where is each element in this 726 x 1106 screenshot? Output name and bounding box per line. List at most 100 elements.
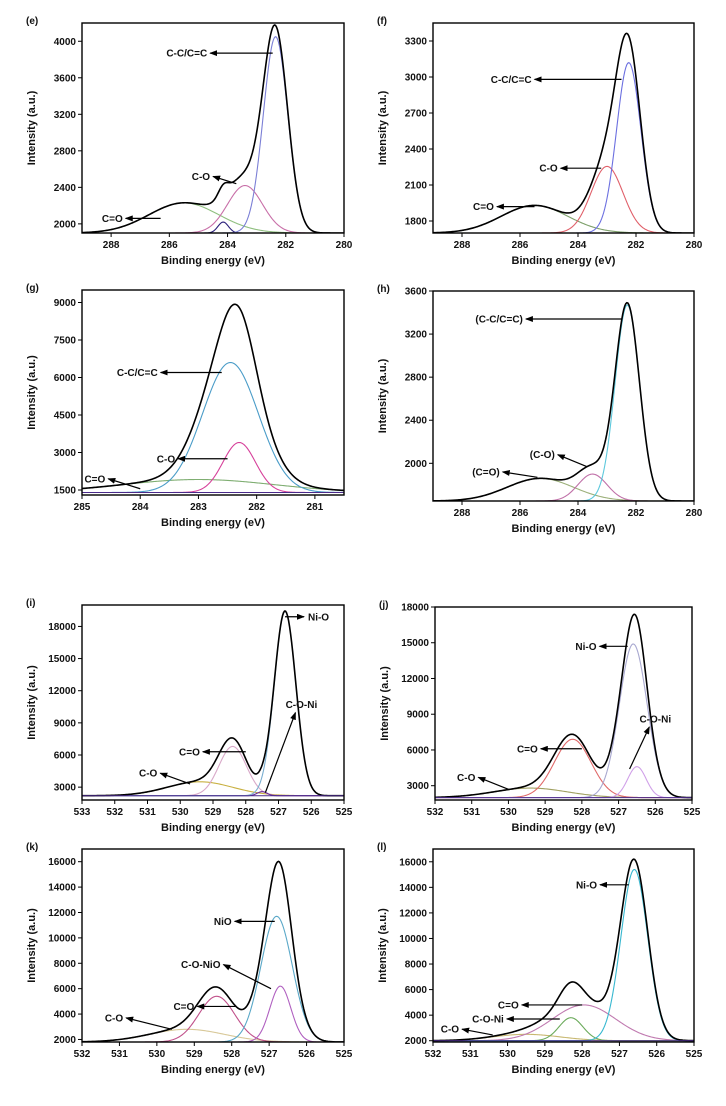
annotation-arrow (556, 454, 587, 468)
y-tick-label: 2000 (54, 219, 77, 230)
series-c-o-line (435, 787, 692, 799)
y-tick-label: 3300 (405, 37, 428, 48)
y-tick-label: 2800 (54, 146, 77, 157)
x-tick-label: 282 (628, 508, 645, 519)
x-tick-label: 531 (463, 807, 480, 818)
y-tick-label: 4500 (54, 411, 77, 422)
y-axis-title: Intensity (a.u.) (26, 355, 38, 430)
annotation-label: C=O (84, 474, 105, 485)
annotation-arrow (461, 1027, 493, 1036)
x-axis-title: Binding energy (eV) (512, 1064, 616, 1076)
x-tick-label: 527 (611, 1049, 628, 1060)
annotation-label: C=O (517, 744, 538, 755)
x-tick-label: 527 (610, 807, 627, 818)
series-envelope-line (82, 860, 344, 1042)
y-tick-label: 7500 (54, 336, 77, 347)
y-tick-label: 16000 (399, 857, 427, 868)
x-tick-label: 529 (537, 1049, 554, 1060)
x-tick-label: 288 (454, 240, 471, 251)
panel-f: 288 286 284 282 280 1800 2100 2400 2700 3000 3300 B… (377, 16, 703, 267)
y-tick-label: 6000 (405, 985, 428, 996)
x-tick-label: 288 (103, 240, 120, 251)
x-tick-label: 288 (454, 508, 471, 519)
y-tick-label: 9000 (54, 298, 77, 309)
series-c-c-c-c-line (82, 36, 344, 233)
x-tick-label: 526 (303, 807, 320, 818)
annotation-label: C-O (457, 773, 476, 784)
series-c-o-line (82, 1028, 344, 1042)
annotation-label: C-C/C=C (491, 75, 532, 86)
x-tick-label: 531 (462, 1049, 479, 1060)
y-tick-label: 2400 (405, 145, 428, 156)
y-tick-label: 12000 (399, 908, 427, 919)
panel-i: 533 532 531 530 529 528 527 526 525 3000 6000 9000 1… (26, 598, 353, 834)
plot-frame (81, 289, 345, 496)
annotation-label: (C-O) (530, 450, 555, 461)
y-tick-label: 2400 (54, 183, 77, 194)
y-tick-label: 2100 (405, 181, 428, 192)
x-tick-label: 526 (298, 1049, 315, 1060)
x-tick-label: 282 (628, 240, 645, 251)
curves (433, 858, 694, 1042)
annotation-label: C=O (179, 747, 200, 758)
y-axis-title: Intensity (a.u.) (26, 908, 38, 983)
y-tick-label: 3000 (54, 448, 77, 459)
y-tick-label: 3000 (405, 73, 428, 84)
annotation-arrow (125, 1016, 172, 1030)
series-c-o-line (82, 184, 344, 233)
x-tick-label: 286 (512, 508, 529, 519)
series-minor-line (82, 221, 344, 233)
panel-l: 532 531 530 529 528 527 526 525 2000 4000 6000 8000… (377, 842, 703, 1076)
panel-label: (j) (379, 600, 388, 611)
plot-frame (81, 848, 345, 1043)
y-tick-label: 12000 (48, 686, 76, 697)
series-envelope-line (435, 613, 692, 799)
annotation-label: C-O-Ni (639, 714, 671, 725)
series-c-o-nio-line (82, 985, 344, 1042)
y-tick-label: 4000 (54, 37, 77, 48)
panel-label: (e) (26, 16, 38, 27)
x-tick-label: 525 (686, 1049, 703, 1060)
panel-label: (l) (377, 842, 386, 853)
annotation-label: NiO (214, 917, 232, 928)
curves (435, 613, 692, 799)
x-tick-label: 528 (574, 807, 591, 818)
x-axis-title: Binding energy (eV) (161, 255, 265, 267)
annotation-label: C=O (473, 202, 494, 213)
series-c-o-line (435, 738, 692, 799)
annotation-label: C-O (157, 454, 176, 465)
y-tick-label: 14000 (48, 883, 76, 894)
annotation-arrow (222, 964, 272, 990)
y-tick-label: 3200 (405, 330, 428, 341)
series-c-o-line (82, 995, 344, 1042)
annotation-arrow (107, 477, 141, 490)
y-axis-title: Intensity (a.u.) (379, 666, 391, 741)
panel-label: (i) (26, 598, 35, 609)
y-axis-title: Intensity (a.u.) (377, 358, 389, 433)
x-tick-label: 531 (111, 1049, 128, 1060)
series-c-o-line (82, 745, 344, 797)
x-tick-label: 525 (336, 807, 353, 818)
x-tick-label: 533 (74, 807, 91, 818)
plot-frame (432, 848, 695, 1043)
annotation-label: C=O (102, 214, 123, 225)
x-tick-label: 284 (570, 240, 587, 251)
panel-j: 532 531 530 529 528 527 526 525 3000 6000 9000 1200… (379, 600, 701, 834)
y-tick-label: 8000 (405, 960, 428, 971)
series-envelope-line (82, 24, 344, 233)
annotation-label: C-O-Ni (286, 700, 318, 711)
annotation-arrow (264, 711, 296, 793)
y-tick-label: 3000 (407, 781, 430, 792)
x-axis-title: Binding energy (eV) (512, 523, 616, 535)
x-axis-title: Binding energy (eV) (161, 822, 265, 834)
plot-frame (432, 290, 695, 502)
annotation-label: C-O (441, 1025, 460, 1036)
annotation-arrow (212, 175, 237, 185)
x-tick-label: 530 (499, 1049, 516, 1060)
series-envelope-line (82, 610, 344, 797)
series-envelope-line (433, 301, 694, 501)
x-tick-label: 526 (647, 807, 664, 818)
y-tick-label: 2800 (405, 373, 428, 384)
x-tick-label: 530 (149, 1049, 166, 1060)
x-tick-label: 528 (574, 1049, 591, 1060)
